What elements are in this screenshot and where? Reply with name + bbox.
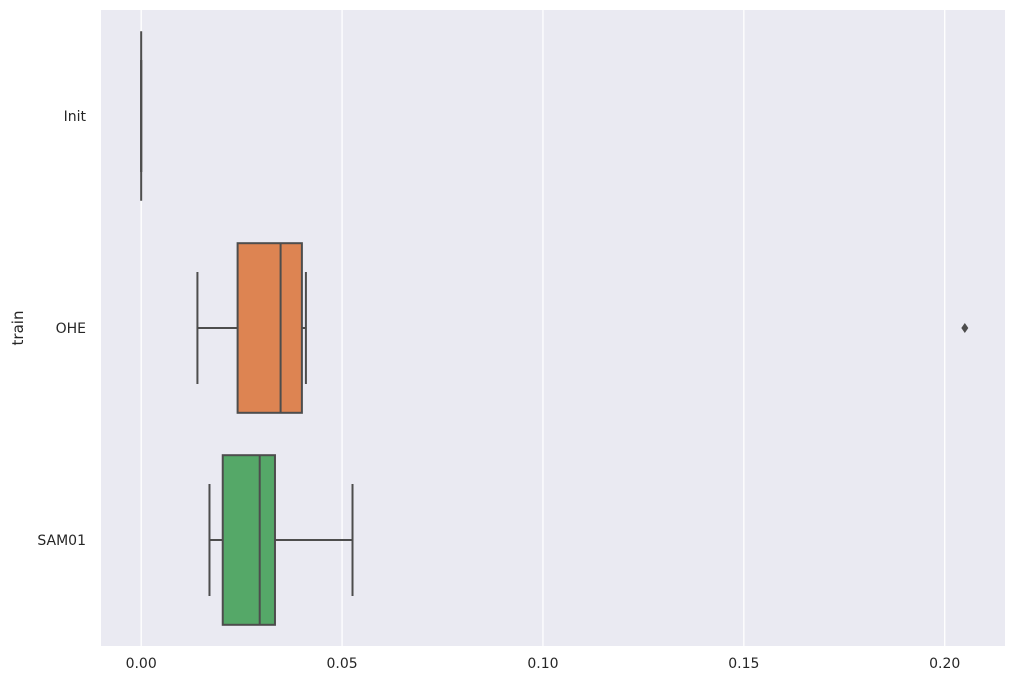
iqr-box: [236, 242, 303, 414]
y-category-label: OHE: [56, 321, 86, 337]
boxes: [140, 31, 969, 626]
y-category-labels: Init OHE SAM01: [37, 109, 86, 549]
y-axis-label: train: [9, 311, 27, 346]
x-tick-label: 0.10: [527, 656, 558, 672]
x-tick-label: 0.05: [326, 656, 357, 672]
x-tick-labels: 0.00 0.05 0.10 0.15 0.20: [126, 656, 961, 672]
y-category-label: Init: [64, 109, 87, 125]
box-ohe: [196, 242, 969, 414]
outlier-point: [961, 323, 969, 333]
iqr-box: [221, 454, 276, 626]
y-category-label: SAM01: [37, 533, 86, 549]
x-tick-label: 0.15: [728, 656, 759, 672]
x-tick-label: 0.20: [929, 656, 960, 672]
x-tick-label: 0.00: [126, 656, 157, 672]
box-sam01: [208, 454, 354, 626]
